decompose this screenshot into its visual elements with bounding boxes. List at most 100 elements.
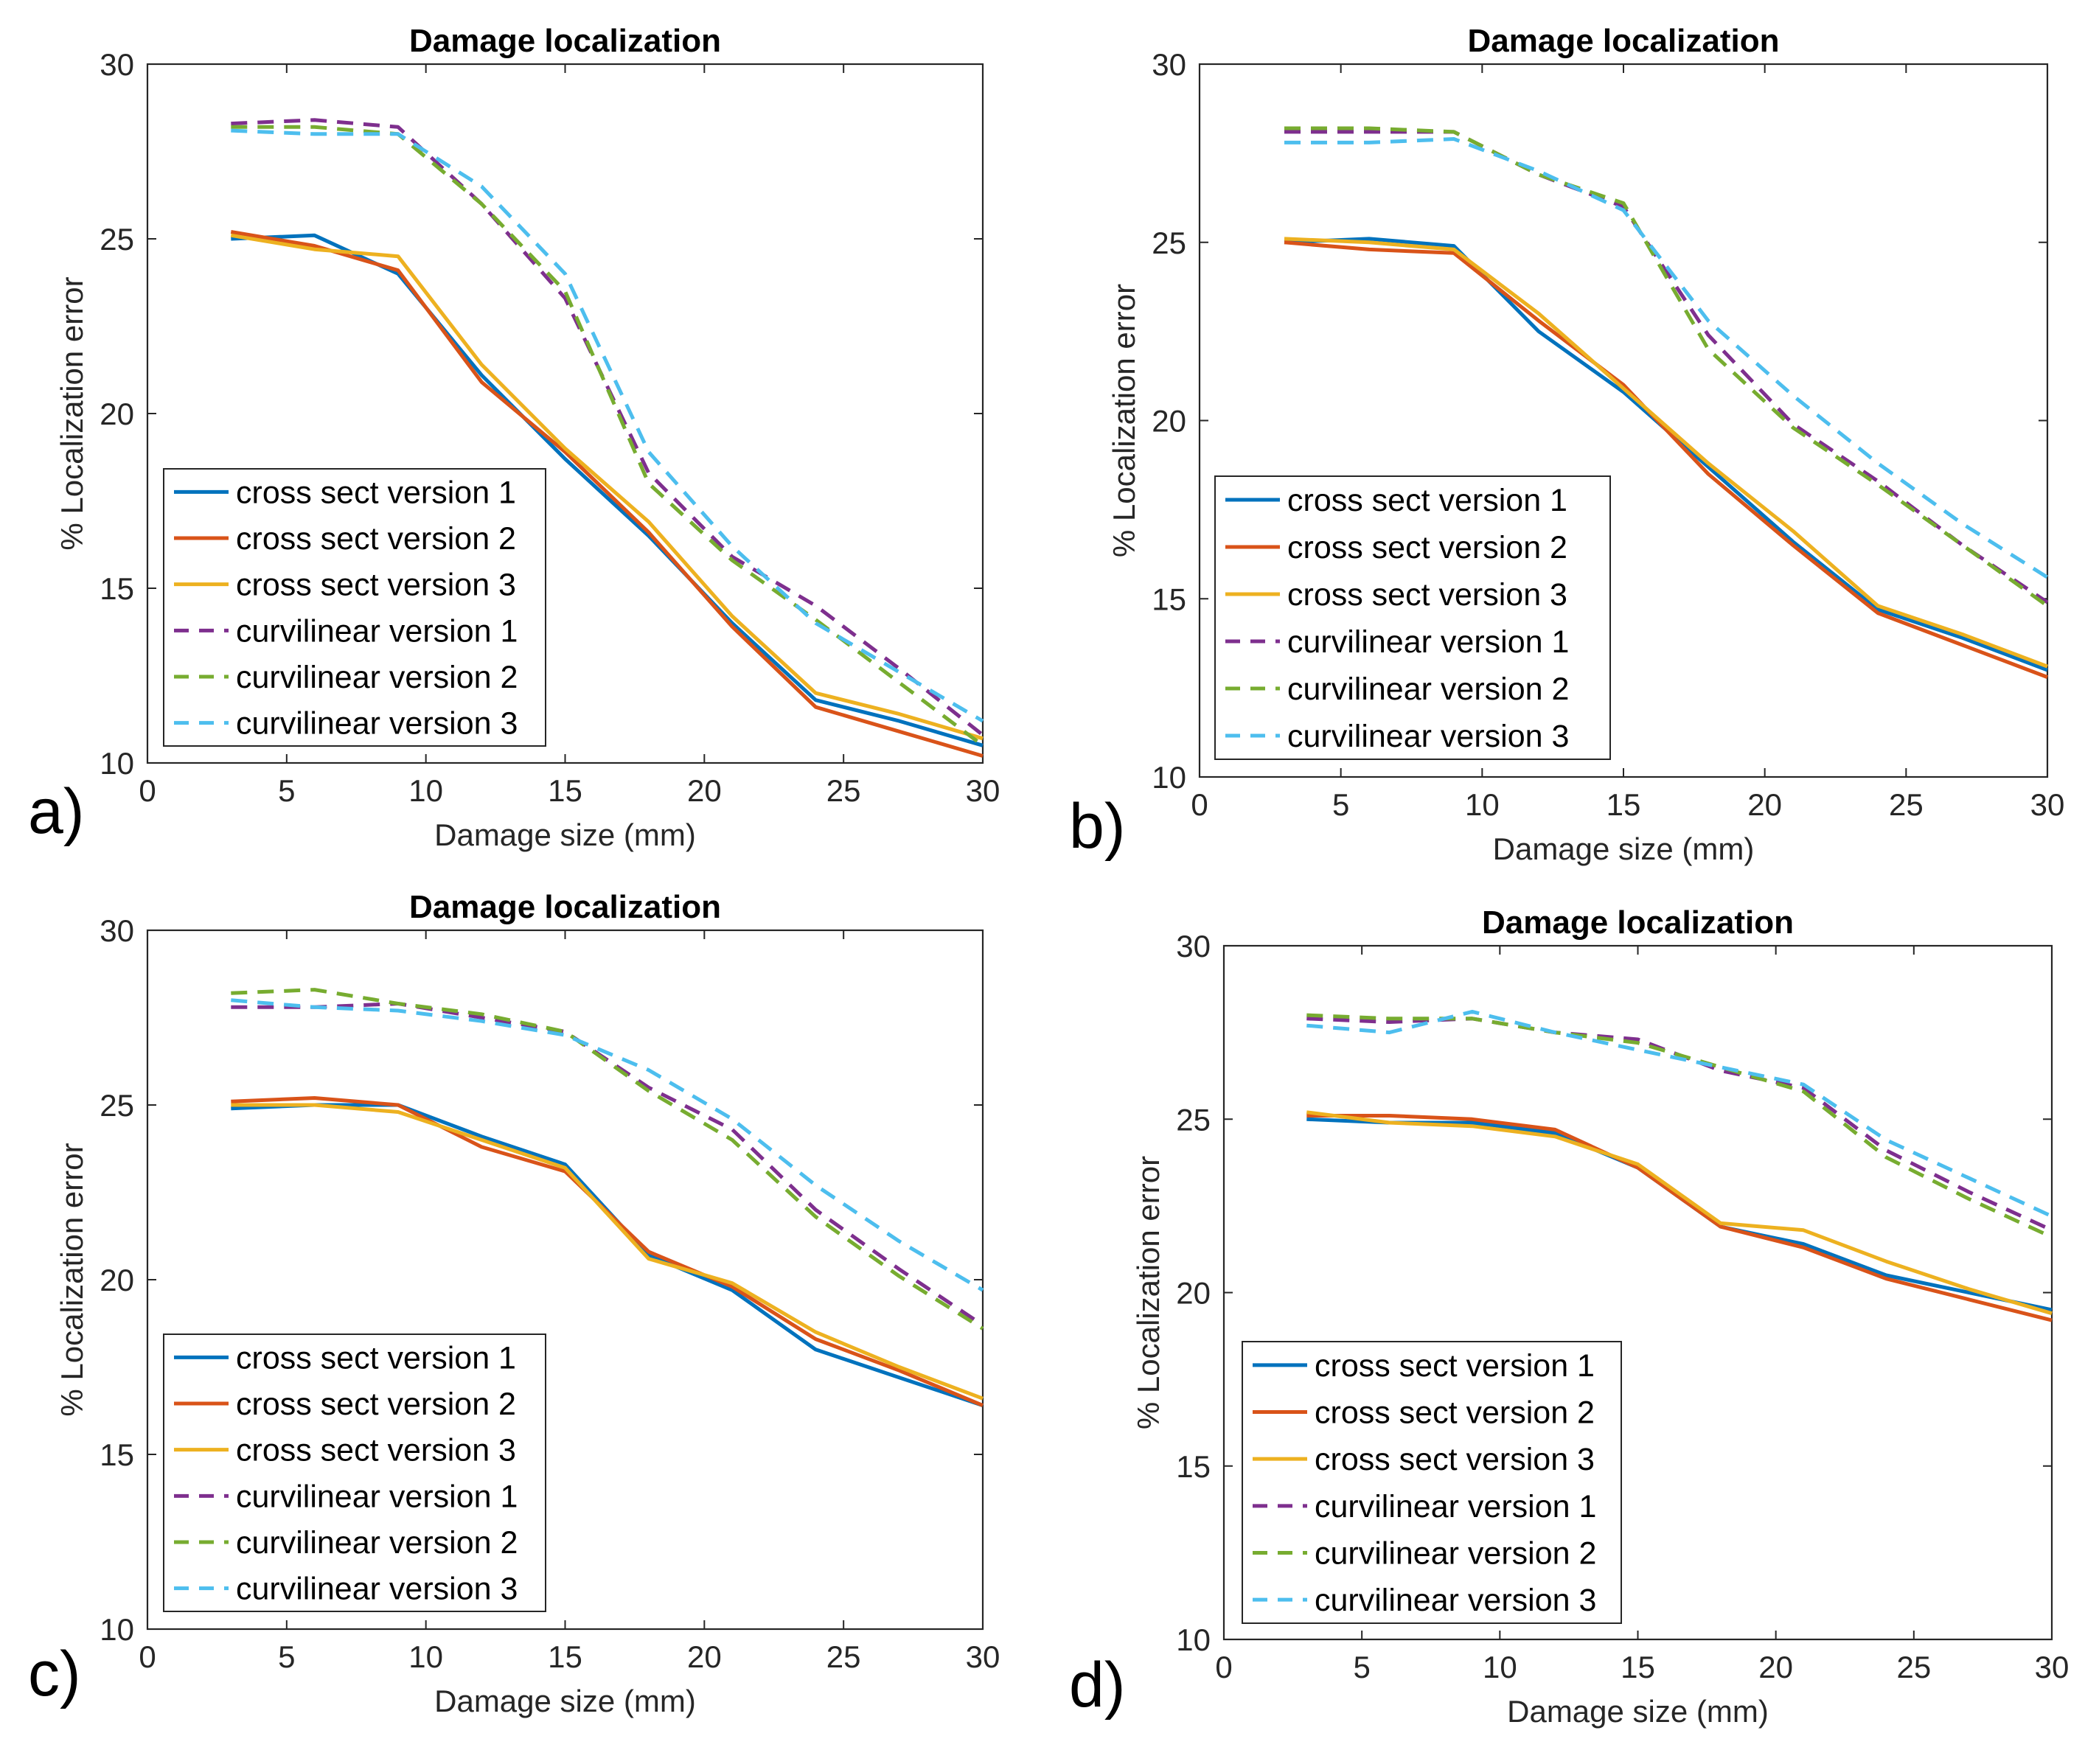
series-line-2 — [1306, 1110, 2053, 1316]
x-tick-label: 20 — [687, 1639, 722, 1674]
y-tick-label: 20 — [1176, 1276, 1211, 1311]
y-tick-label: 15 — [100, 571, 134, 606]
legend-entry: curvilinear version 3 — [1315, 1583, 1596, 1618]
legend-box — [1214, 475, 1611, 760]
legend-entry: curvilinear version 2 — [236, 660, 518, 695]
y-tick-label: 20 — [1152, 404, 1186, 439]
x-axis-label: Damage size (mm) — [1507, 1694, 1769, 1729]
legend-entry: cross sect version 3 — [236, 568, 516, 603]
x-tick-label: 15 — [548, 1639, 582, 1674]
legend-entry: cross sect version 2 — [236, 521, 516, 557]
x-tick-label: 10 — [408, 1639, 443, 1674]
legend-entry: cross sect version 1 — [236, 475, 516, 510]
x-tick-label: 10 — [408, 773, 443, 808]
y-tick-label: 25 — [1176, 1102, 1211, 1137]
x-tick-label: 25 — [1896, 1650, 1931, 1684]
x-tick-label: 25 — [1889, 787, 1924, 822]
legend-entry: curvilinear version 2 — [1287, 672, 1569, 707]
x-axis-label: Damage size (mm) — [1493, 832, 1755, 866]
x-tick-label: 5 — [278, 1639, 295, 1674]
legend-entry: curvilinear version 1 — [1315, 1489, 1596, 1524]
x-tick-label: 20 — [1758, 1650, 1793, 1684]
legend-entry: cross sect version 3 — [1287, 577, 1567, 613]
y-tick-label: 30 — [100, 913, 134, 948]
legend-entry: cross sect version 2 — [1315, 1395, 1595, 1431]
chart-panel-1: Damage localization 0 5 10 15 20 25 30 10 15 20 25 3… — [1069, 23, 2064, 866]
panel-label: d) — [1069, 1650, 1125, 1721]
x-tick-label: 15 — [548, 773, 582, 808]
series-line-2 — [230, 233, 984, 741]
x-tick-label: 30 — [966, 1639, 1000, 1674]
legend-entry: cross sect version 2 — [1287, 530, 1567, 565]
y-axis-label: % Localization error — [55, 276, 89, 550]
series-line-4 — [1284, 126, 2049, 607]
y-tick-label: 15 — [1176, 1449, 1211, 1484]
panel-label: b) — [1069, 791, 1125, 862]
y-tick-label: 25 — [1152, 226, 1186, 260]
legend-entry: curvilinear version 1 — [236, 1479, 518, 1514]
series-line-2 — [1284, 237, 2048, 669]
chart-title: Damage localization — [1467, 23, 1779, 59]
y-axis-label: % Localization error — [55, 1143, 89, 1416]
legend-entry: cross sect version 3 — [236, 1433, 516, 1468]
x-tick-label: 25 — [826, 1639, 861, 1674]
legend-box — [1242, 1341, 1622, 1624]
series-line-1 — [1284, 240, 2048, 679]
series-line-1 — [230, 230, 984, 758]
y-tick-label: 10 — [100, 746, 134, 781]
chart-panel-3: Damage localization 0 5 10 15 20 25 30 10 15 20 25 3… — [1069, 904, 2069, 1729]
y-tick-label: 30 — [1152, 47, 1186, 82]
legend-entry: cross sect version 1 — [1315, 1348, 1595, 1384]
x-tick-label: 0 — [139, 1639, 156, 1674]
series-line-2 — [231, 1103, 984, 1401]
y-tick-label: 20 — [100, 397, 134, 431]
x-axis-label: Damage size (mm) — [434, 817, 696, 852]
chart-title: Damage localization — [409, 23, 721, 59]
panel-label: a) — [28, 776, 84, 847]
y-tick-label: 25 — [100, 1088, 134, 1123]
y-axis-label: % Localization error — [1131, 1156, 1166, 1429]
y-tick-label: 20 — [100, 1263, 134, 1297]
chart-title: Damage localization — [409, 889, 721, 925]
y-tick-label: 15 — [1152, 582, 1186, 616]
x-tick-label: 15 — [1607, 787, 1641, 822]
legend-entry: cross sect version 3 — [1315, 1442, 1595, 1477]
series-line-5 — [1306, 1009, 2053, 1219]
x-tick-label: 0 — [139, 773, 156, 808]
legend-box — [163, 468, 546, 747]
legend-entry: curvilinear version 3 — [236, 1572, 518, 1607]
chart-panel-0: Damage localization 0 5 10 15 20 25 30 10 15 20 25 3… — [28, 23, 1000, 852]
series-line-5 — [231, 998, 984, 1292]
x-tick-label: 15 — [1621, 1650, 1655, 1684]
legend-entry: cross sect version 1 — [1287, 483, 1567, 518]
y-tick-label: 30 — [1176, 929, 1211, 963]
x-tick-label: 5 — [278, 773, 295, 808]
legend-entry: curvilinear version 3 — [1287, 719, 1569, 754]
x-tick-label: 0 — [1215, 1650, 1232, 1684]
series-line-5 — [231, 128, 984, 723]
x-tick-label: 10 — [1483, 1650, 1517, 1684]
chart-panel-2: Damage localization 0 5 10 15 20 25 30 10 15 20 25 3… — [28, 889, 1000, 1718]
legend-entry: curvilinear version 2 — [236, 1525, 518, 1561]
x-tick-label: 20 — [1747, 787, 1782, 822]
legend-entry: cross sect version 2 — [236, 1387, 516, 1422]
series-line-4 — [231, 988, 984, 1331]
x-tick-label: 20 — [687, 773, 722, 808]
x-tick-label: 25 — [826, 773, 861, 808]
y-tick-label: 30 — [100, 47, 134, 82]
legend-entry: curvilinear version 3 — [236, 706, 518, 742]
legend-entry: cross sect version 1 — [236, 1340, 516, 1376]
series-line-4 — [1306, 1013, 2053, 1239]
legend-entry: curvilinear version 2 — [1315, 1536, 1596, 1572]
legend: cross sect version 1 cross sect version 2… — [163, 468, 546, 747]
legend: cross sect version 1 cross sect version 2… — [163, 1334, 546, 1612]
panel-label: c) — [28, 1639, 81, 1709]
x-tick-label: 5 — [1353, 1650, 1370, 1684]
series-line-1 — [1306, 1114, 2053, 1322]
legend-entry: curvilinear version 1 — [236, 613, 518, 649]
y-tick-label: 15 — [100, 1437, 134, 1472]
x-tick-label: 30 — [2030, 787, 2065, 822]
x-tick-label: 5 — [1332, 787, 1349, 822]
chart-title: Damage localization — [1482, 904, 1794, 941]
